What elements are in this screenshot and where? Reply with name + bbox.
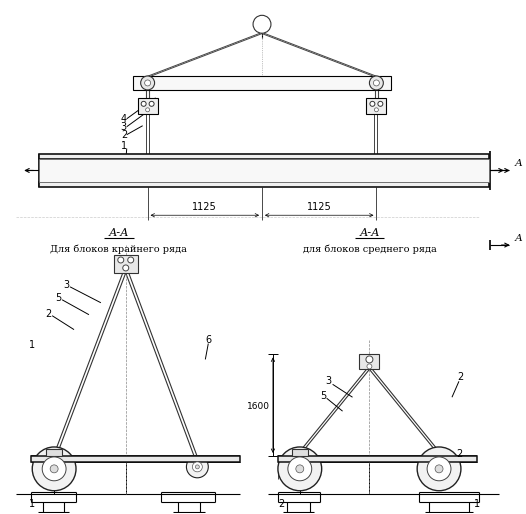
Bar: [133, 76, 391, 90]
Text: 1600: 1600: [247, 401, 269, 411]
Bar: [39, 154, 489, 158]
Circle shape: [146, 158, 149, 162]
Circle shape: [186, 456, 208, 478]
Circle shape: [42, 457, 66, 481]
Circle shape: [145, 80, 150, 86]
Circle shape: [435, 465, 443, 473]
Circle shape: [146, 108, 149, 112]
Circle shape: [369, 76, 383, 90]
Circle shape: [32, 447, 76, 491]
Circle shape: [278, 447, 322, 491]
Bar: [46, 449, 62, 456]
Text: 2: 2: [121, 130, 127, 140]
Text: Для блоков крайнего ряда: Для блоков крайнего ряда: [50, 244, 187, 254]
Bar: [138, 98, 158, 114]
Text: 2: 2: [278, 499, 284, 509]
Circle shape: [375, 173, 378, 176]
Circle shape: [128, 257, 134, 263]
Circle shape: [375, 158, 378, 162]
Bar: [114, 255, 138, 273]
Circle shape: [140, 76, 155, 90]
Text: для блоков среднего ряда: для блоков среднего ряда: [302, 244, 436, 254]
Circle shape: [367, 364, 372, 369]
Bar: [39, 182, 489, 188]
Text: А-А: А-А: [108, 228, 129, 238]
Text: 1125: 1125: [307, 203, 331, 212]
Circle shape: [149, 101, 154, 106]
Circle shape: [427, 457, 451, 481]
Text: 1: 1: [121, 141, 127, 151]
Circle shape: [296, 465, 304, 473]
Bar: [278, 456, 477, 462]
Circle shape: [288, 457, 312, 481]
Text: 6: 6: [205, 335, 211, 344]
Circle shape: [195, 465, 199, 469]
Bar: [367, 156, 386, 180]
Circle shape: [366, 356, 373, 363]
Text: 2: 2: [456, 449, 462, 459]
Bar: [359, 355, 379, 370]
Text: 1: 1: [474, 499, 480, 509]
Circle shape: [141, 101, 146, 106]
Text: 3: 3: [121, 122, 127, 132]
Bar: [367, 98, 386, 114]
Text: 1125: 1125: [193, 203, 217, 212]
Circle shape: [193, 462, 203, 472]
Circle shape: [375, 166, 378, 170]
Text: А-А: А-А: [359, 228, 380, 238]
Text: 1: 1: [29, 499, 35, 509]
Text: 3: 3: [63, 280, 69, 290]
Text: 5: 5: [320, 391, 326, 401]
Text: 5: 5: [55, 293, 62, 303]
Text: 4: 4: [121, 114, 127, 124]
Circle shape: [375, 108, 378, 112]
Text: А: А: [514, 233, 522, 243]
Circle shape: [146, 166, 149, 170]
Text: 1: 1: [29, 340, 35, 350]
Circle shape: [378, 101, 383, 106]
Bar: [39, 158, 489, 182]
Bar: [31, 456, 240, 462]
Text: 2: 2: [45, 309, 52, 319]
Circle shape: [50, 465, 58, 473]
Circle shape: [253, 15, 271, 33]
Text: 3: 3: [326, 376, 332, 387]
Circle shape: [146, 173, 149, 176]
Bar: [292, 449, 308, 456]
Circle shape: [118, 257, 124, 263]
Circle shape: [417, 447, 461, 491]
Text: А: А: [514, 159, 522, 168]
Bar: [138, 156, 158, 180]
Text: 2: 2: [457, 372, 463, 382]
Circle shape: [370, 101, 375, 106]
Circle shape: [373, 80, 379, 86]
Circle shape: [123, 265, 129, 271]
